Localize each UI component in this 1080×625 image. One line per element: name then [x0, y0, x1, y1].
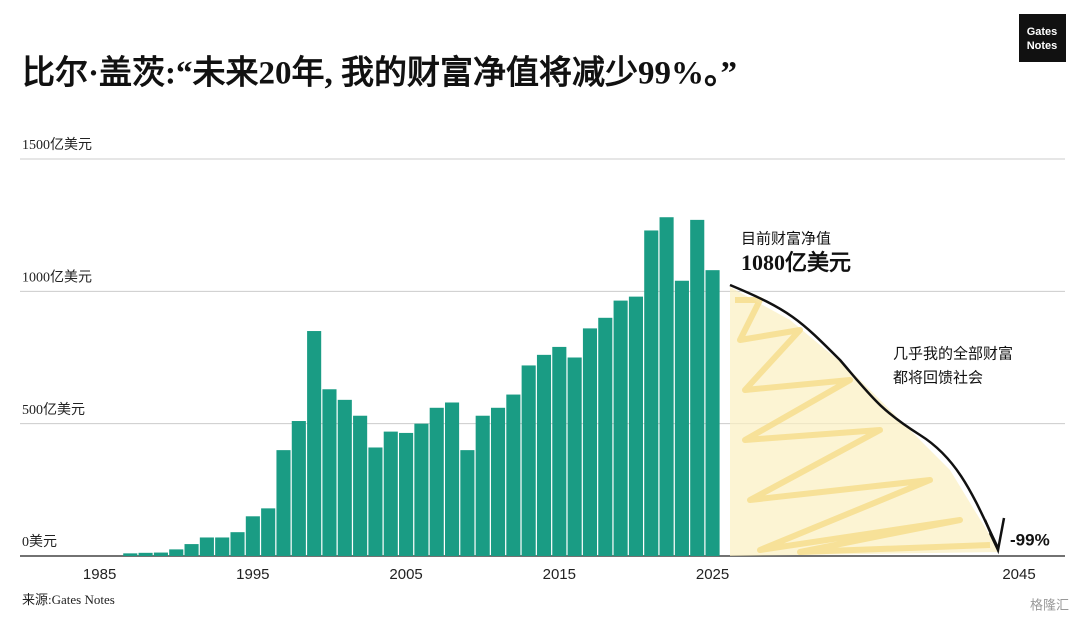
- chart-title: 比尔·盖茨:“未来20年, 我的财富净值将减少99%。”: [22, 54, 737, 92]
- bar: [705, 270, 720, 556]
- bar: [353, 415, 368, 556]
- bar: [230, 532, 245, 556]
- logo-box: [1019, 14, 1066, 62]
- bar: [153, 552, 168, 556]
- bar: [582, 328, 598, 556]
- bar: [276, 450, 291, 556]
- bar: [690, 219, 705, 556]
- bar: [598, 317, 613, 556]
- annotation: 目前财富净值: [741, 229, 831, 247]
- bar: [383, 431, 398, 556]
- y-tick-label: 1500亿美元: [22, 137, 92, 153]
- annotation: 几乎我的全部财富: [893, 344, 1013, 362]
- x-tick-label: 2005: [389, 566, 422, 583]
- x-tick-label: 1985: [83, 566, 116, 583]
- bar: [674, 280, 689, 556]
- bar: [445, 402, 460, 556]
- bar: [368, 447, 383, 556]
- annotation: -99%: [1010, 530, 1050, 549]
- bar: [567, 357, 582, 556]
- bar: [552, 346, 567, 556]
- logo-text: Notes: [1027, 40, 1058, 52]
- y-tick-label: 1000亿美元: [22, 270, 92, 286]
- bar: [261, 508, 276, 556]
- bar: [215, 537, 230, 556]
- y-tick-label: 0美元: [22, 534, 57, 550]
- bar: [460, 450, 475, 556]
- bar: [307, 331, 322, 556]
- trend-arrow: [729, 283, 1000, 549]
- bar: [506, 394, 521, 556]
- bar: [429, 407, 444, 556]
- hatch-strokes: [735, 297, 991, 555]
- bar: [521, 365, 536, 556]
- arrow-head: [983, 517, 1006, 555]
- bar: [659, 217, 674, 556]
- bar: [245, 516, 260, 556]
- bar: [199, 537, 214, 556]
- logo-text: Gates: [1027, 26, 1058, 38]
- source: 来源:Gates Notes: [22, 592, 115, 607]
- annotation: 1080亿美元: [741, 250, 851, 275]
- bar: [613, 300, 628, 556]
- x-tick-label: 2025: [696, 566, 729, 583]
- hatch-area: [730, 287, 1000, 556]
- x-tick-label: 2045: [1002, 566, 1035, 583]
- annotation: 都将回馈社会: [893, 369, 983, 386]
- bar: [536, 354, 552, 556]
- x-tick-label: 2015: [543, 566, 576, 583]
- x-tick-label: 1995: [236, 566, 269, 583]
- bar: [322, 389, 337, 556]
- bar: [138, 552, 153, 556]
- bar: [123, 553, 138, 556]
- bar: [644, 230, 659, 556]
- bar: [490, 407, 506, 556]
- bar: [337, 399, 352, 556]
- bar: [414, 423, 429, 556]
- y-tick-label: 500亿美元: [22, 402, 85, 418]
- bar: [184, 544, 199, 556]
- bar: [628, 296, 643, 556]
- watermark: 格隆汇: [1030, 597, 1069, 612]
- bar: [169, 549, 184, 556]
- bar: [291, 421, 306, 556]
- bar: [399, 432, 414, 556]
- bar: [475, 415, 490, 556]
